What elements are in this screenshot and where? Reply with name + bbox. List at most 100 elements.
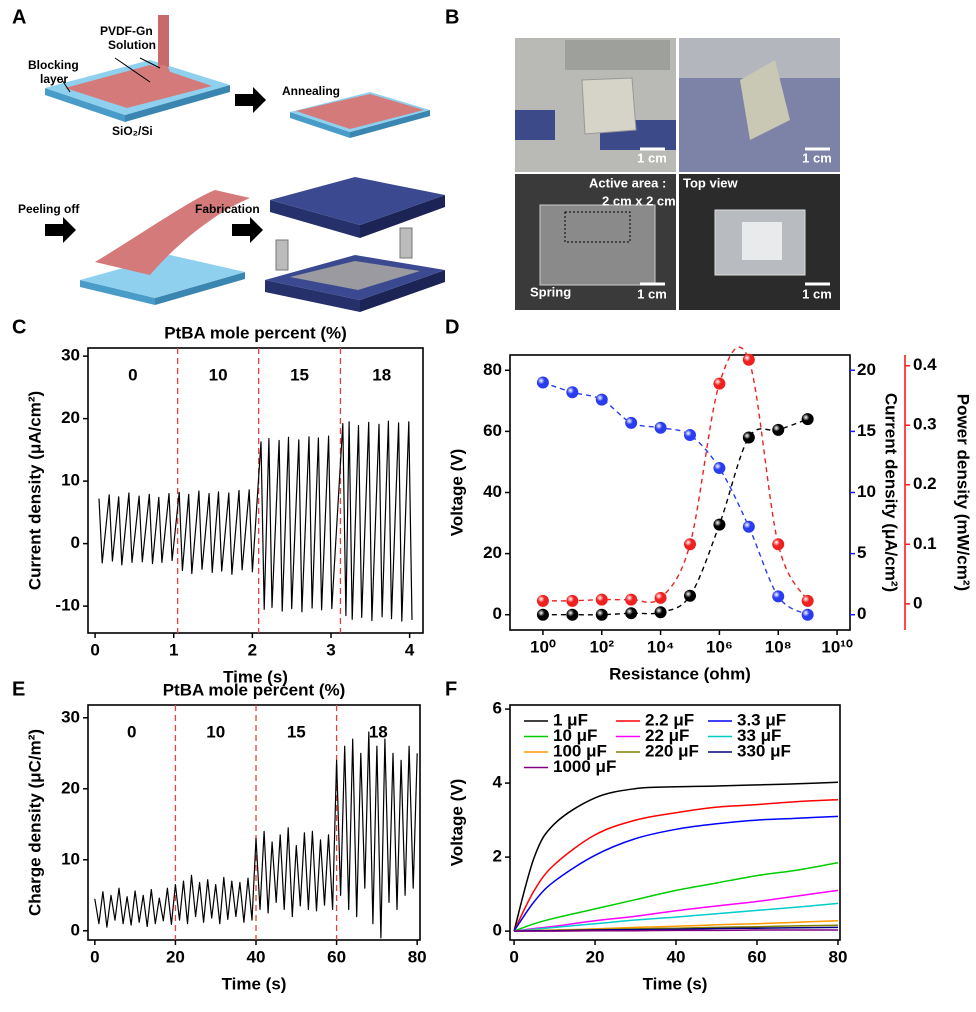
y-tick-label: 40: [483, 482, 502, 501]
data-point: [625, 594, 637, 606]
x-tick-label: 40: [247, 947, 266, 966]
panel-letter: F: [445, 678, 457, 700]
x-tick-label: 60: [748, 947, 767, 966]
y-tick-label: 20: [483, 543, 502, 562]
film: [582, 78, 636, 134]
data-line: [514, 816, 838, 931]
y3-axis-title: Power density (mW/cm²): [954, 394, 973, 591]
label: PVDF-Gn: [100, 24, 153, 38]
legend-label: 330 μF: [737, 741, 791, 760]
spring: [276, 240, 288, 270]
y-tick-label: 0: [493, 921, 502, 940]
step-label: Fabrication: [195, 202, 260, 216]
data-point: [743, 354, 755, 366]
arrow: [235, 87, 266, 113]
x-tick-label: 0: [90, 947, 99, 966]
panel-letter: D: [445, 316, 459, 338]
y3-tick-label: 0: [913, 593, 922, 612]
y-tick-label: 20: [61, 778, 80, 797]
panel-a: A PVDF-Gn Solution Blocking layer SiO₂/S…: [12, 6, 445, 312]
y-tick-label: 80: [483, 360, 502, 379]
data-point: [566, 595, 578, 607]
label: SiO₂/Si: [112, 124, 153, 138]
data-point: [566, 609, 578, 621]
data-point: [743, 432, 755, 444]
data-point: [537, 595, 549, 607]
chart-title: PtBA mole percent (%): [164, 323, 347, 342]
segment-label: 10: [209, 365, 228, 384]
data-point: [713, 519, 725, 531]
segment-label: 0: [128, 365, 137, 384]
photo-label: Active area :: [589, 175, 666, 190]
x-tick-label: 10²: [589, 637, 614, 656]
y2-tick-label: 10: [857, 482, 876, 501]
data-point: [566, 386, 578, 398]
x-tick-label: 10⁴: [647, 637, 674, 656]
fit-line: [543, 347, 808, 602]
y-axis-title: Current density (μA/cm²): [25, 391, 44, 590]
y-tick-label: 10: [61, 849, 80, 868]
y-tick-label: 4: [493, 773, 503, 792]
fit-line: [543, 419, 808, 615]
y3-tick-label: 0.1: [913, 534, 937, 553]
y-tick-label: 10: [61, 471, 80, 490]
x-tick-label: 40: [667, 947, 686, 966]
nozzle: [158, 15, 169, 67]
data-point: [596, 594, 608, 606]
y3-tick-label: 0.3: [913, 415, 937, 434]
legend-label: 220 μF: [645, 741, 699, 760]
data-point: [537, 609, 549, 621]
data-point: [684, 590, 696, 602]
chart-title: PtBA mole percent (%): [163, 680, 346, 699]
scale-label: 1 cm: [637, 150, 667, 165]
device-photo: [540, 205, 655, 285]
data-point: [802, 609, 814, 621]
y-axis-title: Voltage (V): [447, 449, 466, 537]
photo-detail: [515, 110, 555, 140]
data-point: [684, 538, 696, 550]
data-point: [743, 521, 755, 533]
y-tick-label: 6: [493, 699, 502, 718]
data-point: [772, 590, 784, 602]
data-point: [655, 422, 667, 434]
data-point: [713, 462, 725, 474]
y-tick-label: 0: [493, 604, 502, 623]
label: layer: [40, 72, 68, 86]
x-tick-label: 80: [829, 947, 848, 966]
label: Solution: [108, 38, 156, 52]
segment-label: 0: [127, 722, 136, 741]
y-axis-title: Charge density (μC/m²): [25, 729, 44, 916]
panel-letter: C: [12, 316, 26, 338]
y-tick-label: 30: [61, 707, 80, 726]
spring: [400, 228, 412, 258]
y-tick-label: 0: [71, 920, 80, 939]
step-label: Annealing: [282, 84, 340, 98]
photo-label: Spring: [530, 284, 571, 299]
data-point: [625, 417, 637, 429]
arrow: [232, 217, 263, 243]
data-point: [537, 377, 549, 389]
segment-label: 15: [290, 365, 309, 384]
x-tick-label: 4: [405, 640, 415, 659]
x-tick-label: 1: [169, 640, 178, 659]
scale-label: 1 cm: [802, 150, 832, 165]
label: Blocking: [28, 58, 79, 72]
x-axis-title: Time (s): [643, 974, 708, 993]
data-point: [802, 595, 814, 607]
x-tick-label: 10¹⁰: [821, 637, 853, 656]
data-point: [772, 424, 784, 436]
data-point: [596, 394, 608, 406]
y3-tick-label: 0.2: [913, 474, 937, 493]
x-tick-label: 80: [408, 947, 427, 966]
x-tick-label: 20: [586, 947, 605, 966]
photo-label: Top view: [683, 175, 739, 190]
y2-axis-title: Current density (μA/cm²): [882, 393, 901, 592]
device-photo: [742, 222, 782, 260]
panel-b: B 1 cm 1 cm 1 cm 1 cm Active area : 2 cm…: [445, 6, 840, 310]
y-tick-label: -10: [55, 596, 80, 615]
y2-tick-label: 0: [857, 604, 866, 623]
y-tick-label: 2: [493, 847, 502, 866]
data-line: [514, 890, 838, 931]
